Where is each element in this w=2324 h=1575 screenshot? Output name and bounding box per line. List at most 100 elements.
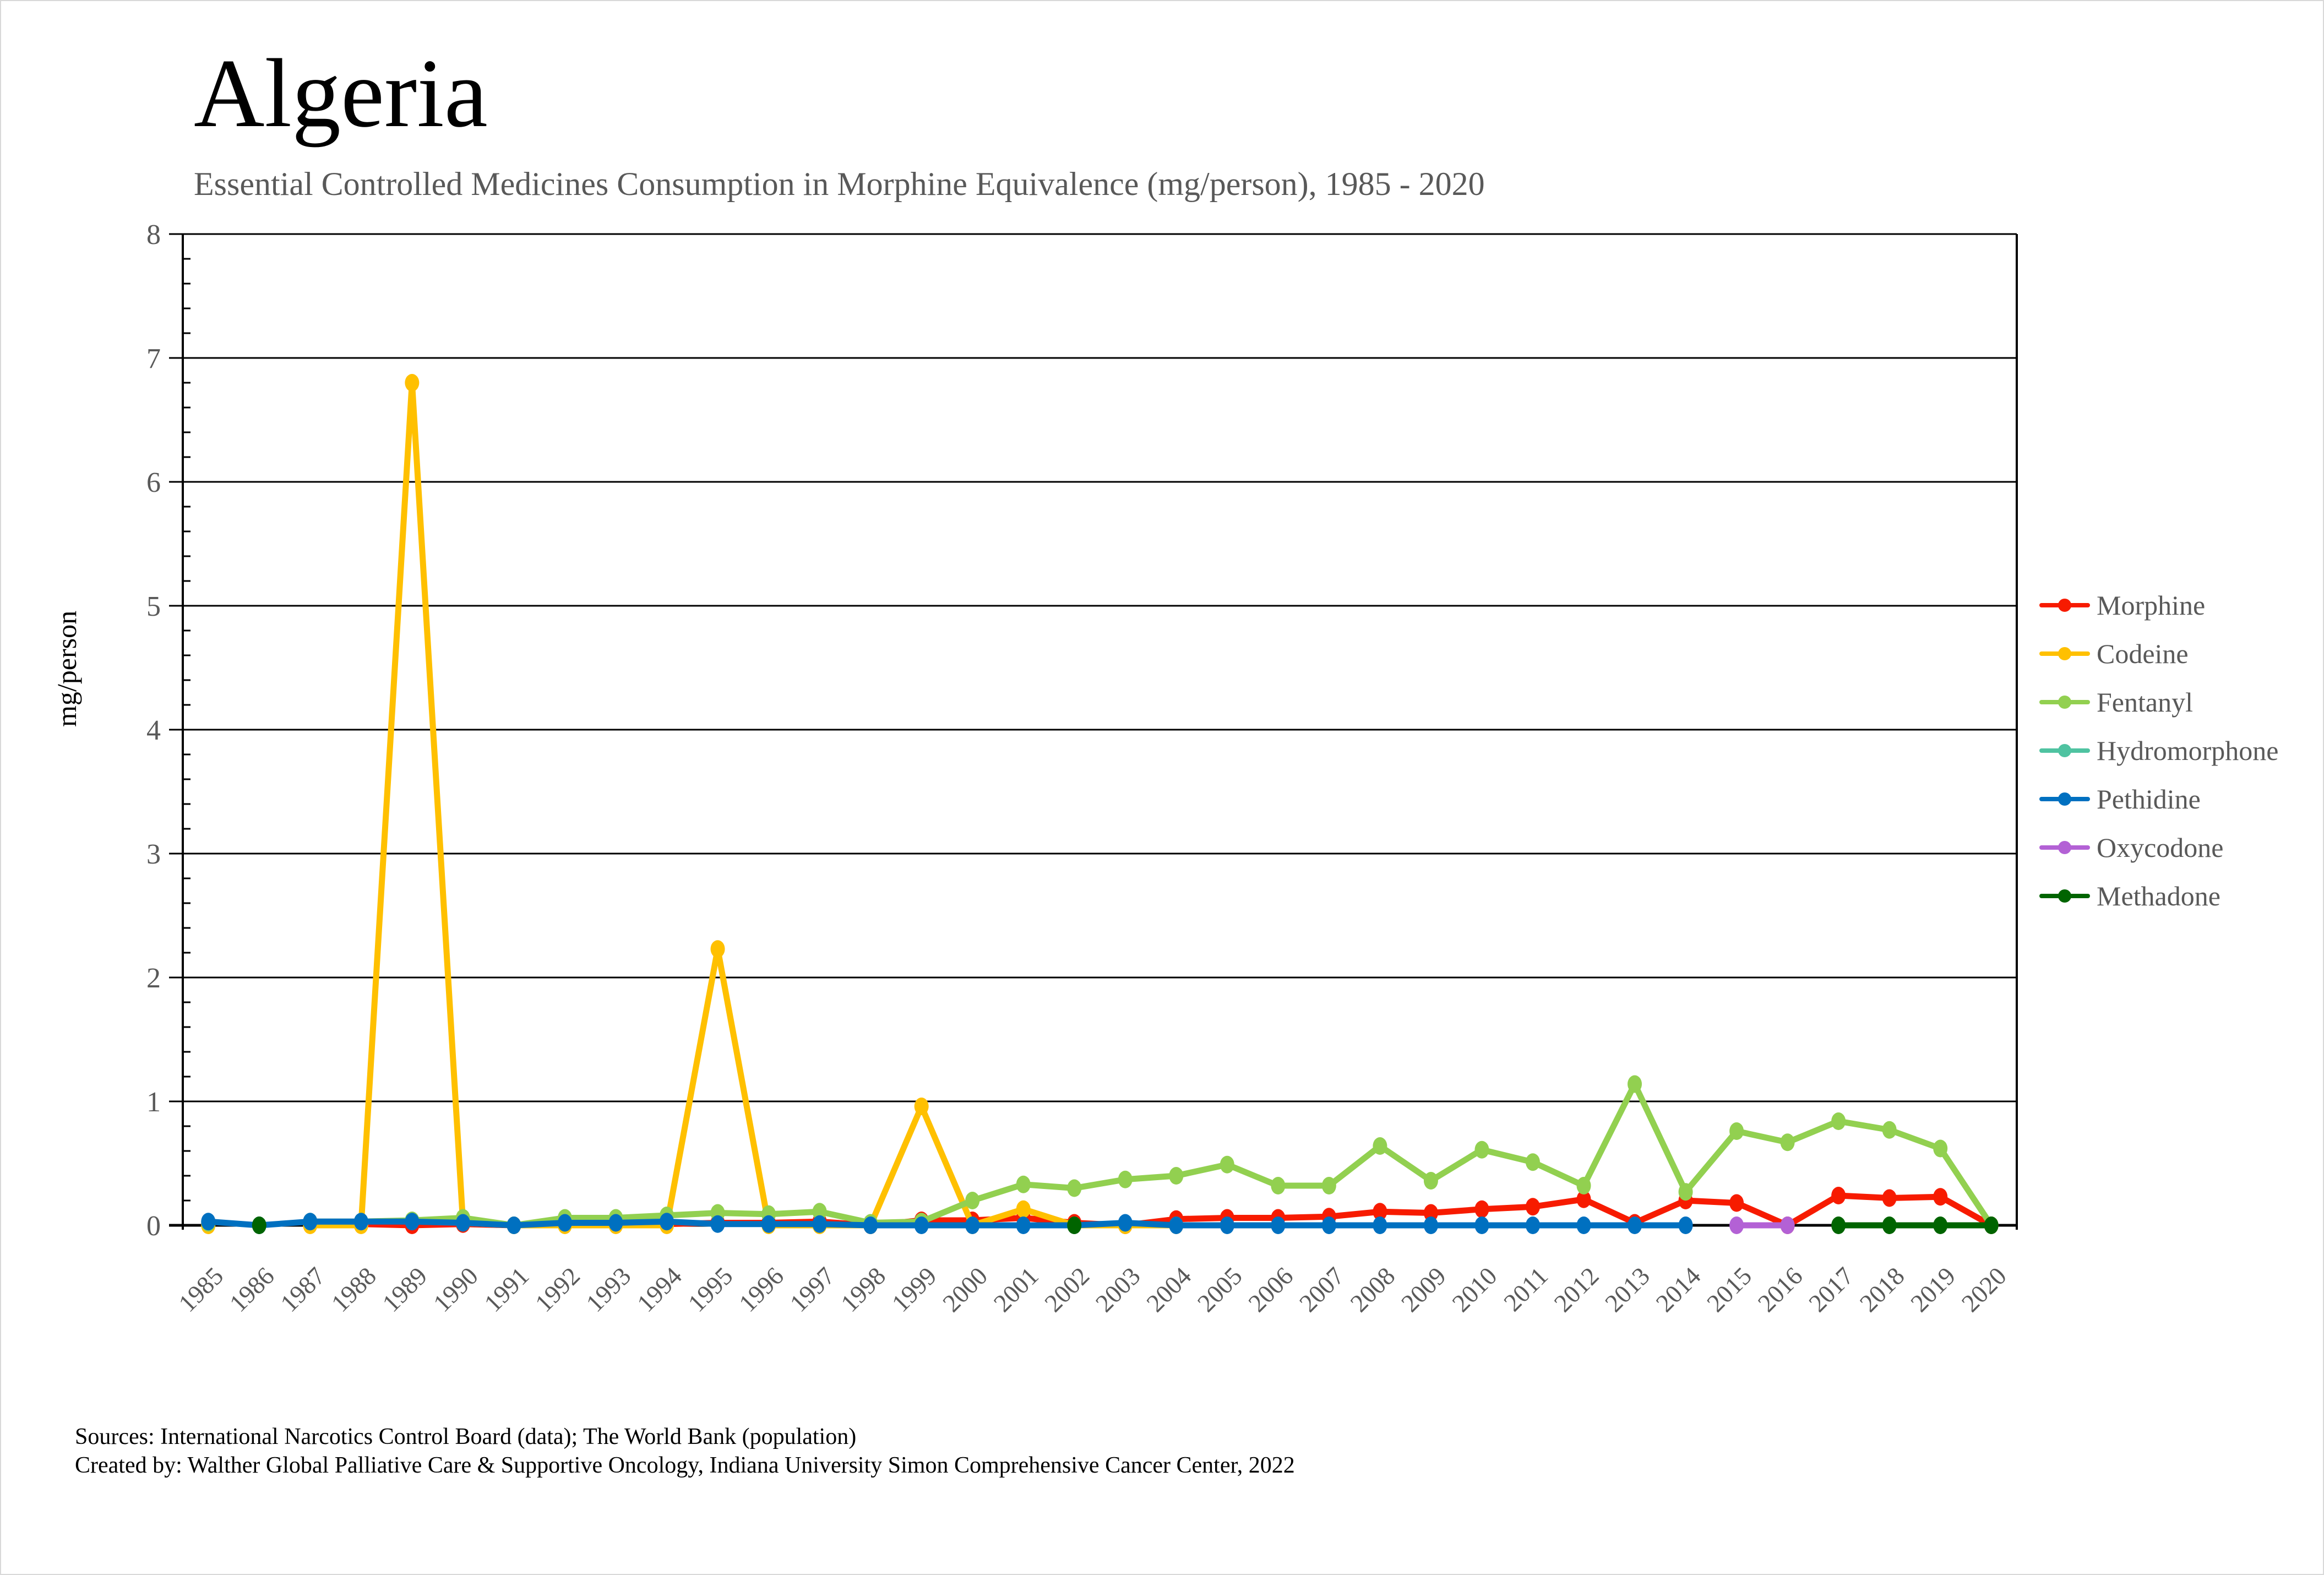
data-point-fentanyl <box>1678 1183 1693 1201</box>
legend-marker-icon <box>2037 691 2092 713</box>
data-point-pethidine <box>660 1213 674 1231</box>
data-point-morphine <box>1525 1198 1540 1216</box>
data-point-codeine <box>710 940 725 958</box>
legend-marker-icon <box>2037 837 2092 859</box>
data-point-fentanyl <box>1423 1172 1438 1190</box>
legend-item-morphine: Morphine <box>2037 581 2279 629</box>
x-tick-label: 1988 <box>326 1262 382 1317</box>
y-tick-label: 2 <box>146 963 161 994</box>
data-point-fentanyl <box>1016 1175 1031 1193</box>
data-point-fentanyl <box>1628 1075 1642 1093</box>
x-tick-label: 2011 <box>1498 1262 1553 1317</box>
data-point-morphine <box>1933 1188 1948 1206</box>
data-point-morphine <box>1576 1190 1591 1208</box>
data-point-pethidine <box>608 1214 623 1232</box>
data-point-fentanyl <box>1576 1177 1591 1194</box>
data-point-pethidine <box>455 1214 470 1232</box>
data-point-morphine <box>1882 1189 1897 1207</box>
data-point-pethidine <box>303 1213 318 1231</box>
data-point-fentanyl <box>1373 1137 1387 1155</box>
legend-marker-icon <box>2037 788 2092 810</box>
y-tick-label: 3 <box>146 839 161 870</box>
x-tick-label: 2007 <box>1294 1262 1349 1317</box>
data-point-fentanyl <box>1169 1167 1184 1185</box>
legend-item-fentanyl: Fentanyl <box>2037 678 2279 726</box>
x-tick-label: 1985 <box>173 1262 228 1317</box>
legend-label: Morphine <box>2097 590 2206 621</box>
data-point-fentanyl <box>1831 1112 1846 1130</box>
chart-subtitle: Essential Controlled Medicines Consumpti… <box>194 166 1485 202</box>
data-point-pethidine <box>1169 1216 1184 1234</box>
legend-label: Pethidine <box>2097 784 2201 814</box>
x-tick-label: 2018 <box>1854 1262 1910 1317</box>
data-point-pethidine <box>1423 1216 1438 1234</box>
data-point-pethidine <box>1678 1216 1693 1234</box>
x-tick-label: 1986 <box>224 1262 280 1317</box>
x-tick-label: 2004 <box>1141 1262 1196 1317</box>
x-tick-label: 2000 <box>937 1262 993 1317</box>
data-point-pethidine <box>863 1216 878 1234</box>
series-line-fentanyl <box>310 1081 1994 1229</box>
x-tick-label: 1993 <box>580 1262 636 1317</box>
data-point-pethidine <box>1118 1214 1133 1232</box>
data-point-morphine <box>1729 1194 1744 1212</box>
series-line-pethidine <box>208 1218 1686 1229</box>
legend-label: Oxycodone <box>2097 832 2224 863</box>
data-point-fentanyl <box>1474 1140 1489 1159</box>
data-point-morphine <box>1474 1200 1489 1218</box>
x-tick-label: 2002 <box>1039 1262 1095 1317</box>
data-point-pethidine <box>710 1215 725 1233</box>
legend-label: Codeine <box>2097 638 2189 669</box>
x-tick-label: 2020 <box>1956 1262 2012 1317</box>
data-point-pethidine <box>1576 1216 1591 1234</box>
data-point-fentanyl <box>1067 1179 1082 1197</box>
data-point-methadone <box>1882 1216 1897 1234</box>
x-tick-label: 1989 <box>377 1262 432 1317</box>
data-point-fentanyl <box>812 1203 827 1221</box>
x-tick-label: 1987 <box>275 1262 330 1317</box>
x-tick-label: 2013 <box>1599 1262 1655 1317</box>
x-tick-label: 1999 <box>886 1262 942 1317</box>
data-point-codeine <box>914 1098 929 1115</box>
x-tick-label: 2014 <box>1651 1262 1706 1317</box>
data-point-pethidine <box>761 1215 776 1233</box>
data-point-pethidine <box>1016 1216 1031 1234</box>
x-tick-label: 1992 <box>530 1262 585 1317</box>
data-point-pethidine <box>1220 1216 1234 1234</box>
x-tick-label: 2017 <box>1803 1262 1859 1317</box>
data-point-fentanyl <box>1882 1121 1897 1139</box>
data-point-morphine <box>1373 1203 1387 1221</box>
data-point-fentanyl <box>1780 1133 1795 1152</box>
legend-marker-icon <box>2037 594 2092 616</box>
footer-created-by: Created by: Walther Global Palliative Ca… <box>75 1453 1295 1478</box>
data-point-pethidine <box>812 1215 827 1233</box>
y-tick-label: 4 <box>146 715 161 746</box>
data-point-fentanyl <box>965 1192 980 1209</box>
legend-label: Methadone <box>2097 881 2220 911</box>
data-point-methadone <box>1067 1216 1082 1234</box>
legend-marker-icon <box>2037 740 2092 762</box>
y-tick-label: 5 <box>146 591 161 622</box>
x-tick-label: 2010 <box>1446 1262 1502 1317</box>
data-point-pethidine <box>1321 1216 1336 1234</box>
data-point-methadone <box>1933 1216 1948 1234</box>
x-tick-label: 2009 <box>1396 1262 1451 1317</box>
data-point-pethidine <box>1474 1216 1489 1234</box>
data-point-oxycodone <box>1780 1216 1795 1234</box>
data-point-pethidine <box>405 1213 420 1231</box>
data-point-codeine <box>1016 1200 1031 1218</box>
x-tick-label: 1998 <box>835 1262 891 1317</box>
data-point-fentanyl <box>1118 1170 1133 1188</box>
x-tick-label: 2001 <box>988 1262 1044 1317</box>
data-point-fentanyl <box>1321 1177 1336 1194</box>
data-point-pethidine <box>1271 1216 1286 1234</box>
y-tick-label: 6 <box>146 467 161 498</box>
x-tick-label: 2016 <box>1752 1262 1808 1317</box>
y-tick-label: 1 <box>146 1087 161 1118</box>
data-point-pethidine <box>965 1216 980 1234</box>
legend-label: Hydromorphone <box>2097 735 2279 766</box>
x-tick-label: 1997 <box>785 1262 840 1317</box>
legend-item-codeine: Codeine <box>2037 629 2279 678</box>
